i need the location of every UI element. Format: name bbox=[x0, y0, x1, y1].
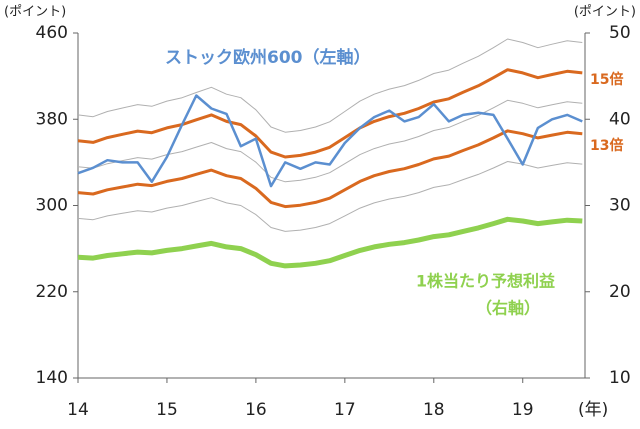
y2-tick-label: 10 bbox=[609, 368, 631, 388]
line-series bbox=[77, 161, 583, 232]
x-tick-label: 16 bbox=[245, 400, 267, 420]
y2-tick-label: 20 bbox=[609, 282, 631, 302]
x-axis-label: (年) bbox=[578, 400, 608, 420]
y2-tick-label: 40 bbox=[609, 109, 631, 129]
line-series bbox=[77, 38, 583, 133]
y-axis-label: (ポイント) bbox=[4, 5, 66, 20]
line-series bbox=[77, 68, 583, 159]
x-tick-label: 17 bbox=[334, 400, 356, 420]
y2-tick-label: 30 bbox=[609, 196, 631, 216]
series-label: （右軸） bbox=[476, 299, 540, 318]
series-label: ストック欧州600（左軸） bbox=[165, 47, 371, 68]
y-tick-label: 140 bbox=[36, 368, 68, 388]
series-label: 1株当たり予想利益 bbox=[416, 272, 555, 291]
y-tick-label: 380 bbox=[36, 109, 68, 129]
y2-axis-label: (ポイント) bbox=[574, 5, 636, 20]
series-label: 13倍 bbox=[590, 137, 623, 154]
line-series bbox=[77, 129, 583, 209]
x-tick-label: 18 bbox=[423, 400, 445, 420]
y-tick-label: 460 bbox=[36, 23, 68, 43]
line-series bbox=[77, 216, 583, 269]
x-tick-label: 15 bbox=[156, 400, 178, 420]
series-label: 15倍 bbox=[590, 71, 623, 88]
y-tick-label: 300 bbox=[36, 196, 68, 216]
x-tick-label: 19 bbox=[512, 400, 534, 420]
y2-tick-label: 50 bbox=[609, 23, 631, 43]
line-series bbox=[77, 94, 583, 188]
x-tick-label: 14 bbox=[67, 400, 89, 420]
y-tick-label: 220 bbox=[36, 282, 68, 302]
line-series bbox=[77, 99, 583, 183]
